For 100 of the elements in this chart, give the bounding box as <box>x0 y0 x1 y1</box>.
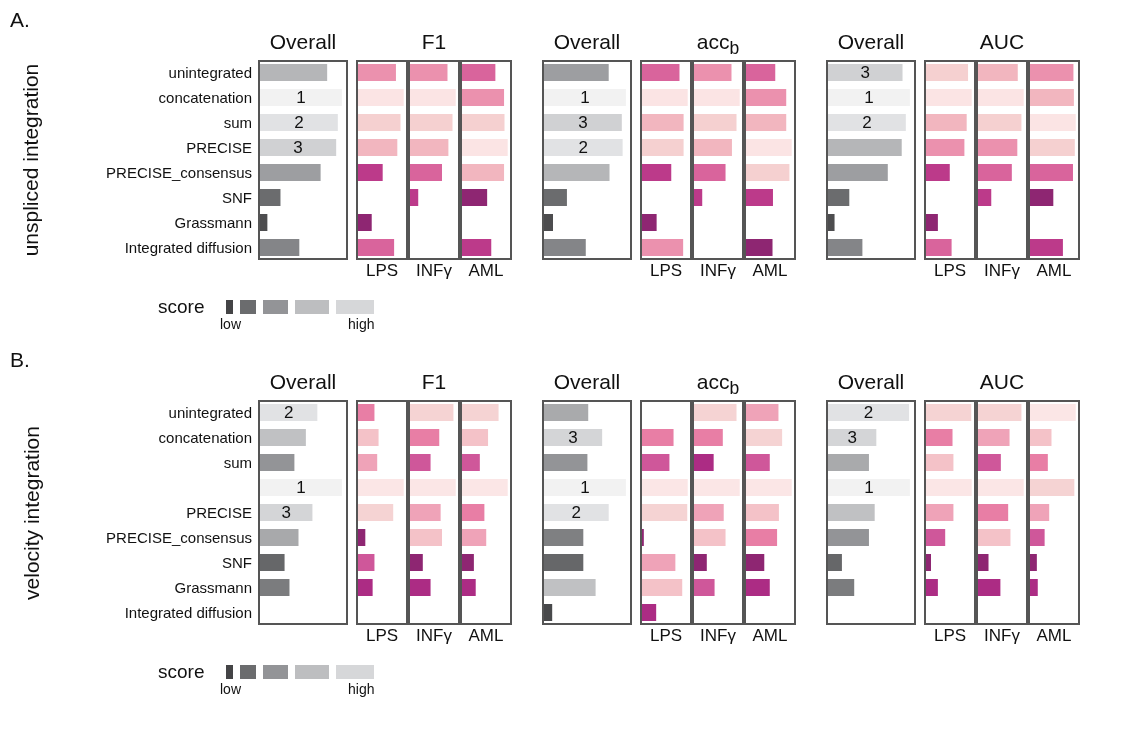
bar <box>410 64 448 81</box>
bar <box>978 429 1010 446</box>
annotation: 2 <box>283 403 294 422</box>
bar <box>746 239 773 256</box>
bar <box>746 554 765 571</box>
annotation: 3 <box>860 63 870 82</box>
x-axis-title: LPS <box>649 626 683 645</box>
annotation: 2 <box>578 138 589 157</box>
y-tick-label: concatenation <box>158 428 252 446</box>
bar <box>410 529 442 546</box>
bar <box>358 454 378 471</box>
bar <box>410 454 431 471</box>
y-tick-label: PRECISE_consensus <box>106 528 252 546</box>
bar <box>358 579 373 596</box>
annotation: 3 <box>847 428 857 447</box>
y-tick-label: PRECISE <box>186 503 252 521</box>
bar <box>746 504 779 521</box>
bar <box>828 479 910 496</box>
bar <box>544 554 584 571</box>
y-tick-label: PRECISE_consensus <box>106 163 252 181</box>
bar <box>462 189 488 206</box>
y-tick-label: unintegrated <box>168 63 252 81</box>
chart-title: F1 <box>420 30 448 54</box>
bar <box>978 89 1024 106</box>
annotation: 2 <box>862 113 872 132</box>
chart-title: AUC <box>978 370 1026 394</box>
y-axis-title: velocity integration <box>19 425 42 600</box>
bar <box>260 404 318 421</box>
y-tick-label: sum <box>223 113 252 131</box>
bar <box>358 164 383 181</box>
chart-title: AUC <box>978 30 1026 54</box>
bar <box>926 239 952 256</box>
chart-title: Overall <box>836 370 906 394</box>
x-axis-title: LPS <box>649 261 683 280</box>
bar <box>746 429 783 446</box>
bar <box>694 529 726 546</box>
bar <box>1030 114 1076 131</box>
bar <box>642 579 683 596</box>
bar <box>642 114 684 131</box>
bar <box>926 114 967 131</box>
bar <box>828 164 888 181</box>
bar <box>410 189 419 206</box>
x-axis-title: LPS <box>933 626 967 645</box>
annotation: 3 <box>578 113 588 132</box>
text: high <box>348 681 375 697</box>
bar <box>978 479 1024 496</box>
text: B. <box>10 348 30 372</box>
bar <box>1030 554 1037 571</box>
bar <box>410 479 456 496</box>
text: high <box>348 316 375 332</box>
bar <box>642 454 670 471</box>
y-axis-title: unspliced integration <box>19 63 42 257</box>
bar <box>926 554 932 571</box>
bar <box>746 189 773 206</box>
bar <box>462 504 485 521</box>
bar <box>544 504 609 521</box>
bar <box>410 89 456 106</box>
bar <box>828 189 850 206</box>
bar <box>544 64 609 81</box>
annotation: 1 <box>296 478 306 497</box>
bar <box>358 239 395 256</box>
bar <box>410 579 431 596</box>
bar <box>260 214 268 231</box>
bar <box>1030 579 1038 596</box>
annotation: 3 <box>568 428 578 447</box>
bar <box>694 554 707 571</box>
bar <box>642 139 684 156</box>
x-axis-title: AML <box>752 626 788 645</box>
bar <box>926 64 969 81</box>
bar <box>358 479 404 496</box>
x-axis-title: INFγ <box>984 261 1020 280</box>
bar <box>926 529 946 546</box>
chart-title: Overall <box>268 30 338 54</box>
annotation: 1 <box>580 88 590 107</box>
bar <box>1030 164 1073 181</box>
bar <box>410 554 423 571</box>
bar <box>828 404 910 421</box>
bar <box>926 504 954 521</box>
x-axis-title: LPS <box>365 261 399 280</box>
annotation: 3 <box>293 138 303 157</box>
x-axis-title: AML <box>468 261 504 280</box>
bar <box>642 164 672 181</box>
chart-title: Overall <box>552 370 622 394</box>
bar <box>642 214 657 231</box>
bar <box>694 139 732 156</box>
y-tick-label: SNF <box>222 188 252 206</box>
bar <box>1030 64 1074 81</box>
bar <box>358 89 404 106</box>
bar <box>926 139 965 156</box>
bar <box>260 554 285 571</box>
bar <box>746 404 779 421</box>
bar <box>978 554 989 571</box>
x-axis-title: INFγ <box>700 626 736 645</box>
bar <box>462 64 496 81</box>
bar <box>978 454 1001 471</box>
bar <box>642 239 684 256</box>
bar <box>926 429 953 446</box>
bar <box>694 89 740 106</box>
bar <box>544 89 626 106</box>
bar <box>828 114 906 131</box>
